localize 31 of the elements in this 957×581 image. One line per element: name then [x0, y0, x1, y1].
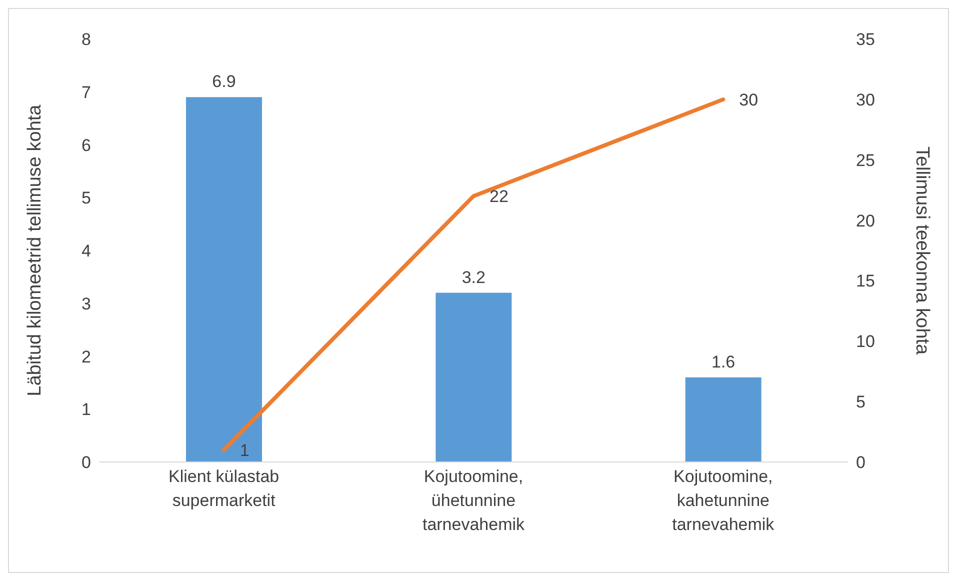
y2-tick-label: 15	[856, 272, 875, 291]
x-tick-label: Klient külastab supermarketit	[168, 467, 280, 510]
y-tick-label: 8	[82, 30, 91, 50]
y2-axis-title: Tellimusi teekonna kohta	[911, 146, 932, 355]
data-label: 1	[240, 440, 250, 460]
bar	[685, 377, 762, 462]
y2-tick-label: 20	[856, 211, 875, 230]
y2-tick-label: 0	[856, 453, 866, 472]
y2-tick-label: 5	[856, 392, 866, 412]
y2-tick-label: 35	[856, 30, 875, 50]
data-label: 6.9	[212, 72, 236, 92]
data-label: 30	[739, 90, 758, 110]
x-tick-label: Kojutoomine, ühetunnine tarnevahemik	[422, 467, 526, 534]
y-tick-label: 2	[82, 347, 91, 366]
data-label: 22	[490, 187, 508, 206]
data-label: 1.6	[712, 352, 736, 372]
y2-tick-label: 25	[856, 150, 875, 170]
x-tick-label: Kojutoomine, kahetunnine tarnevahemik	[672, 467, 775, 534]
y2-tick-label: 10	[856, 332, 875, 352]
y2-tick-label: 30	[856, 90, 875, 110]
y-tick-label: 4	[82, 242, 91, 261]
bar	[436, 292, 512, 462]
data-label: 3.2	[462, 268, 486, 287]
y-tick-label: 7	[82, 82, 91, 102]
bar	[186, 97, 262, 462]
y-axis-title: Läbitud kilomeetrid tellimuse kohta	[24, 104, 46, 396]
y-tick-label: 5	[82, 188, 91, 208]
y-tick-label: 3	[82, 294, 91, 314]
y-tick-label: 0	[82, 453, 91, 472]
y-tick-label: 6	[82, 136, 91, 155]
y-tick-label: 1	[82, 400, 91, 420]
